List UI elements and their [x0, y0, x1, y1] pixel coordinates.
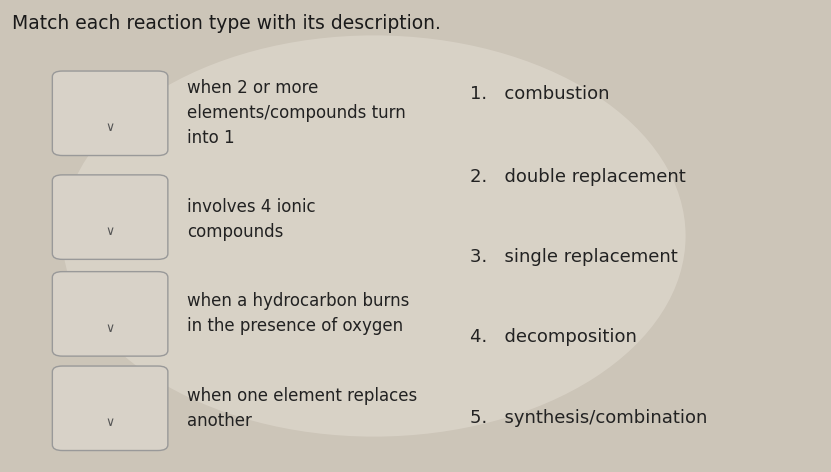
Text: when a hydrocarbon burns
in the presence of oxygen: when a hydrocarbon burns in the presence… [187, 292, 410, 336]
Text: ∨: ∨ [106, 225, 115, 238]
FancyBboxPatch shape [52, 272, 168, 356]
Text: 4.   decomposition: 4. decomposition [470, 329, 637, 346]
Text: ∨: ∨ [106, 416, 115, 430]
Text: when one element replaces
another: when one element replaces another [187, 387, 417, 430]
Text: when 2 or more
elements/compounds turn
into 1: when 2 or more elements/compounds turn i… [187, 79, 406, 147]
Text: 1.   combustion: 1. combustion [470, 85, 609, 103]
Ellipse shape [62, 35, 686, 437]
FancyBboxPatch shape [52, 366, 168, 450]
Text: 3.   single replacement: 3. single replacement [470, 248, 677, 266]
FancyBboxPatch shape [52, 71, 168, 156]
Text: 5.   synthesis/combination: 5. synthesis/combination [470, 409, 707, 427]
Text: ∨: ∨ [106, 322, 115, 335]
Text: Match each reaction type with its description.: Match each reaction type with its descri… [12, 14, 441, 33]
FancyBboxPatch shape [52, 175, 168, 260]
Text: 2.   double replacement: 2. double replacement [470, 168, 686, 186]
Text: ∨: ∨ [106, 121, 115, 135]
Text: involves 4 ionic
compounds: involves 4 ionic compounds [187, 198, 316, 241]
